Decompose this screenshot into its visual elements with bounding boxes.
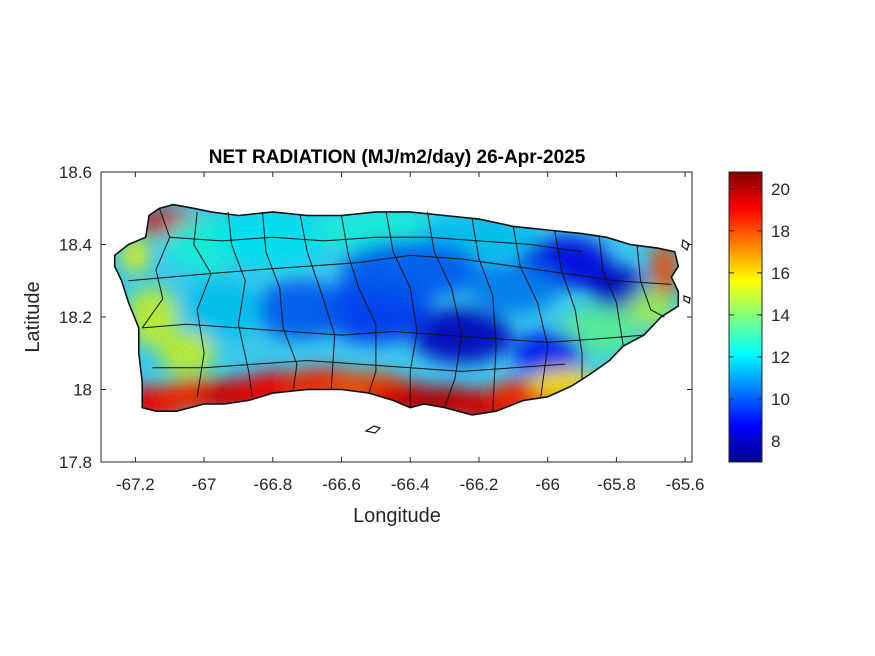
municipality-boundary bbox=[512, 226, 549, 397]
x-axis-label: Longitude bbox=[353, 505, 441, 527]
municipality-boundary bbox=[152, 359, 565, 372]
x-tick-label: -66.4 bbox=[391, 475, 430, 494]
x-axis-ticks: -67.2 -67 -66.8 -66.6 -66.4 -66.2 -66 -65.8 -65.… bbox=[116, 172, 705, 494]
municipality-boundary bbox=[141, 208, 171, 329]
colorbar-tick-label: 18 bbox=[771, 222, 790, 241]
municipality-boundary bbox=[128, 254, 672, 285]
municipality-boundaries bbox=[128, 208, 672, 412]
colorbar-tick-label: 10 bbox=[771, 390, 790, 409]
x-tick-label: -66 bbox=[535, 475, 560, 494]
y-axis-label: Latitude bbox=[22, 281, 44, 352]
y-tick-label: 18 bbox=[73, 381, 92, 400]
y-axis-ticks: 17.8 18 18.2 18.4 18.6 bbox=[59, 163, 692, 472]
island-coastline bbox=[113, 203, 680, 416]
municipality-boundary bbox=[169, 236, 583, 253]
municipality-boundary bbox=[142, 323, 644, 343]
chart-title: NET RADIATION (MJ/m2/day) 26-Apr-2025 bbox=[209, 147, 586, 168]
y-tick-label: 18.6 bbox=[59, 163, 92, 182]
municipality-boundary bbox=[341, 215, 377, 394]
municipality-boundary bbox=[227, 211, 253, 397]
colorbar-tick-label: 20 bbox=[771, 180, 790, 199]
y-tick-label: 18.2 bbox=[59, 308, 92, 327]
municipality-boundary bbox=[262, 211, 298, 390]
municipality-boundary bbox=[471, 219, 497, 412]
colorbar-tick-label: 12 bbox=[771, 348, 790, 367]
y-tick-label: 17.8 bbox=[59, 453, 92, 472]
x-tick-label: -65.6 bbox=[666, 475, 705, 494]
small-islands bbox=[364, 238, 691, 434]
colorbar-ticks: 8 10 12 14 16 18 20 bbox=[729, 180, 790, 451]
x-tick-label: -67.2 bbox=[116, 475, 155, 494]
municipality-boundary bbox=[636, 244, 665, 318]
x-tick-label: -66.8 bbox=[253, 475, 292, 494]
x-tick-label: -66.2 bbox=[460, 475, 499, 494]
municipality-boundary bbox=[554, 229, 583, 379]
colorbar-tick-label: 8 bbox=[771, 432, 780, 451]
municipality-boundary bbox=[385, 211, 418, 408]
y-tick-label: 18.4 bbox=[59, 236, 92, 255]
x-tick-label: -67 bbox=[192, 475, 217, 494]
colorbar-tick-label: 16 bbox=[771, 264, 790, 283]
x-tick-label: -66.6 bbox=[322, 475, 361, 494]
municipality-boundary bbox=[426, 211, 463, 408]
x-tick-label: -65.8 bbox=[597, 475, 636, 494]
municipality-boundary bbox=[598, 237, 624, 347]
colorbar bbox=[728, 171, 763, 463]
colorbar-tick-label: 14 bbox=[771, 306, 790, 325]
